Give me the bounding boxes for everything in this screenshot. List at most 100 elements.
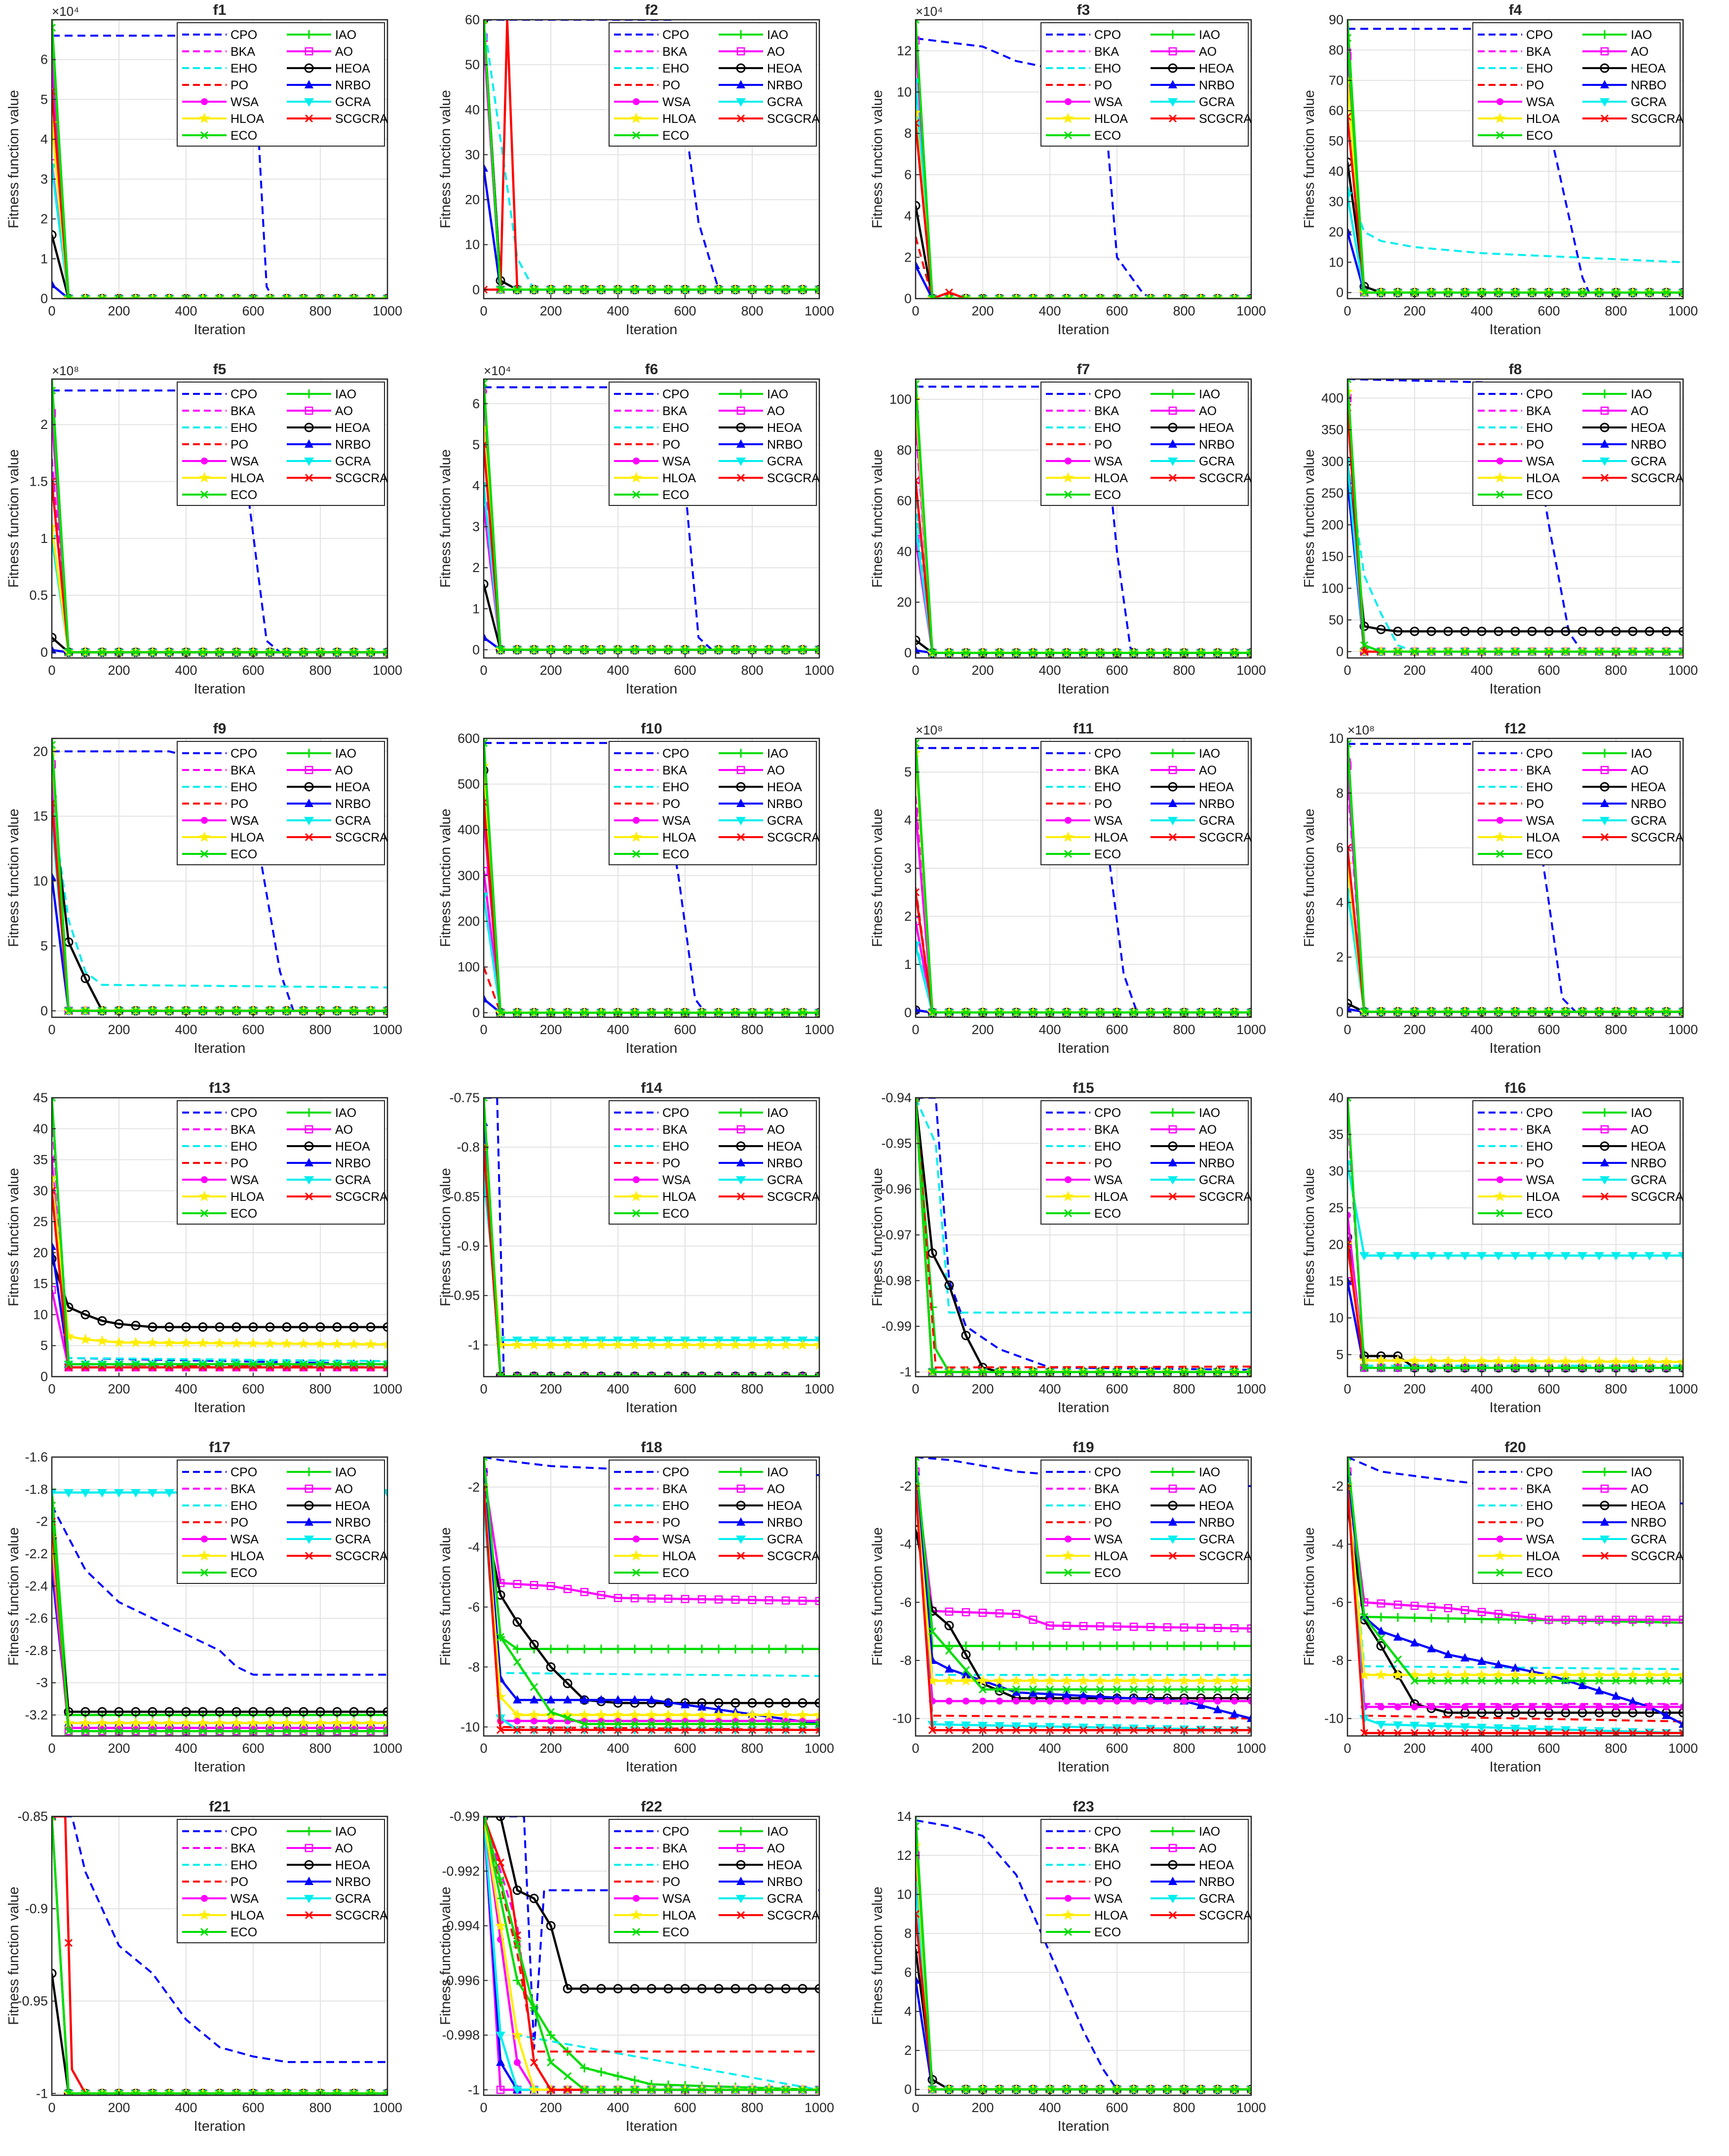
legend-label-scgcra: SCGCRA bbox=[767, 1549, 820, 1563]
y-tick-label: -0.75 bbox=[449, 1090, 480, 1105]
series-marker-wsa bbox=[1046, 1697, 1053, 1704]
legend-label-eho: EHO bbox=[1526, 780, 1553, 794]
legend-marker-wsa bbox=[633, 1176, 640, 1183]
y-axis-label: Fitness function value bbox=[870, 1168, 885, 1306]
legend-label-eho: EHO bbox=[231, 1140, 257, 1154]
x-tick-label: 400 bbox=[175, 304, 197, 318]
x-tick-label: 400 bbox=[607, 304, 629, 318]
x-tick-label: 600 bbox=[1537, 663, 1560, 678]
legend-label-cpo: CPO bbox=[1094, 387, 1121, 401]
x-tick-label: 1000 bbox=[1236, 1382, 1266, 1396]
y-tick-label: 4 bbox=[472, 478, 480, 493]
y-tick-label: 0 bbox=[40, 291, 48, 306]
x-axis-label: Iteration bbox=[1058, 1040, 1110, 1056]
legend-label-ao: AO bbox=[1199, 45, 1217, 59]
legend-label-cpo: CPO bbox=[231, 28, 257, 42]
x-tick-label: 1000 bbox=[373, 1382, 402, 1396]
x-tick-label: 800 bbox=[1605, 1382, 1627, 1396]
legend-label-nrbo: NRBO bbox=[1199, 438, 1234, 452]
legend-label-heoa: HEOA bbox=[1631, 62, 1666, 76]
legend-label-gcra: GCRA bbox=[767, 814, 803, 828]
x-tick-label: 1000 bbox=[373, 1022, 402, 1037]
legend-label-eho: EHO bbox=[1526, 1140, 1553, 1154]
legend-label-po: PO bbox=[1526, 1156, 1544, 1170]
chart-title: f19 bbox=[1073, 1439, 1094, 1456]
legend-label-eho: EHO bbox=[662, 62, 689, 76]
legend-label-hloa: HLOA bbox=[662, 1549, 696, 1563]
legend-label-gcra: GCRA bbox=[1199, 455, 1235, 468]
y-tick-label: 15 bbox=[33, 809, 48, 824]
series-marker-wsa bbox=[946, 1697, 953, 1704]
y-axis-label: Fitness function value bbox=[6, 1168, 22, 1306]
y-tick-label: 2 bbox=[904, 909, 912, 924]
legend-label-eco: ECO bbox=[662, 129, 689, 143]
x-tick-label: 200 bbox=[1403, 1022, 1425, 1037]
x-tick-label: 800 bbox=[741, 1382, 763, 1396]
legend-label-iao: IAO bbox=[767, 1106, 788, 1120]
y-tick-label: 2 bbox=[40, 212, 48, 227]
legend-label-nrbo: NRBO bbox=[767, 78, 803, 92]
x-tick-label: 600 bbox=[1106, 663, 1128, 678]
y-tick-label: 1 bbox=[40, 251, 48, 266]
legend-label-eco: ECO bbox=[1526, 847, 1553, 861]
legend-label-gcra: GCRA bbox=[335, 455, 371, 468]
y-tick-label: -6 bbox=[468, 1600, 480, 1615]
x-tick-label: 600 bbox=[674, 1022, 696, 1037]
x-axis-label: Iteration bbox=[626, 322, 678, 338]
legend-label-iao: IAO bbox=[1199, 1465, 1220, 1479]
y-tick-label: 50 bbox=[1329, 613, 1344, 627]
y-tick-label: -8 bbox=[900, 1653, 912, 1668]
legend-label-heoa: HEOA bbox=[767, 62, 802, 76]
y-tick-label: -0.94 bbox=[881, 1090, 912, 1105]
legend-label-heoa: HEOA bbox=[1631, 1140, 1666, 1154]
legend-label-gcra: GCRA bbox=[1631, 814, 1667, 828]
x-tick-label: 1000 bbox=[1668, 1382, 1698, 1396]
x-tick-label: 0 bbox=[480, 1741, 487, 1756]
legend-marker-wsa bbox=[201, 1176, 208, 1183]
y-axis-label: Fitness function value bbox=[438, 1168, 454, 1306]
y-axis-label: Fitness function value bbox=[870, 1527, 885, 1665]
y-tick-label: -0.97 bbox=[881, 1228, 912, 1242]
legend-label-ao: AO bbox=[1199, 1482, 1217, 1496]
legend-label-wsa: WSA bbox=[662, 95, 691, 109]
legend-label-bka: BKA bbox=[1526, 404, 1551, 418]
series-marker-wsa bbox=[1164, 1697, 1171, 1704]
legend-label-gcra: GCRA bbox=[335, 1533, 371, 1546]
y-tick-label: 20 bbox=[897, 595, 912, 610]
chart-title: f4 bbox=[1509, 2, 1522, 18]
legend-label-hloa: HLOA bbox=[231, 831, 264, 845]
legend-label-hloa: HLOA bbox=[231, 112, 264, 126]
series-marker-wsa bbox=[1147, 1697, 1154, 1704]
legend-label-cpo: CPO bbox=[1526, 1106, 1553, 1120]
x-tick-label: 0 bbox=[912, 1382, 919, 1396]
chart-title: f16 bbox=[1504, 1080, 1526, 1096]
x-tick-label: 0 bbox=[48, 663, 55, 678]
legend-label-nrbo: NRBO bbox=[1631, 1156, 1666, 1170]
legend-label-po: PO bbox=[662, 797, 680, 811]
legend-marker-wsa bbox=[633, 1536, 640, 1542]
y-tick-label: 400 bbox=[458, 822, 480, 837]
x-tick-label: 200 bbox=[108, 1741, 130, 1756]
legend-label-nrbo: NRBO bbox=[1631, 78, 1666, 92]
y-axis-label: Fitness function value bbox=[1302, 449, 1317, 587]
legend-label-eho: EHO bbox=[231, 421, 257, 435]
y-tick-label: 35 bbox=[1329, 1127, 1344, 1142]
y-tick-label: 100 bbox=[458, 960, 480, 974]
legend-label-wsa: WSA bbox=[662, 814, 691, 828]
y-tick-label: 600 bbox=[458, 731, 480, 746]
y-tick-label: 2 bbox=[904, 250, 912, 265]
legend-label-heoa: HEOA bbox=[1199, 780, 1234, 794]
legend-label-cpo: CPO bbox=[1094, 747, 1121, 761]
y-tick-label: -2.6 bbox=[25, 1611, 48, 1626]
y-tick-label: -2.2 bbox=[25, 1546, 48, 1561]
x-tick-label: 800 bbox=[309, 1382, 331, 1396]
x-tick-label: 800 bbox=[1173, 1382, 1195, 1396]
y-tick-label: -10 bbox=[892, 1711, 912, 1726]
